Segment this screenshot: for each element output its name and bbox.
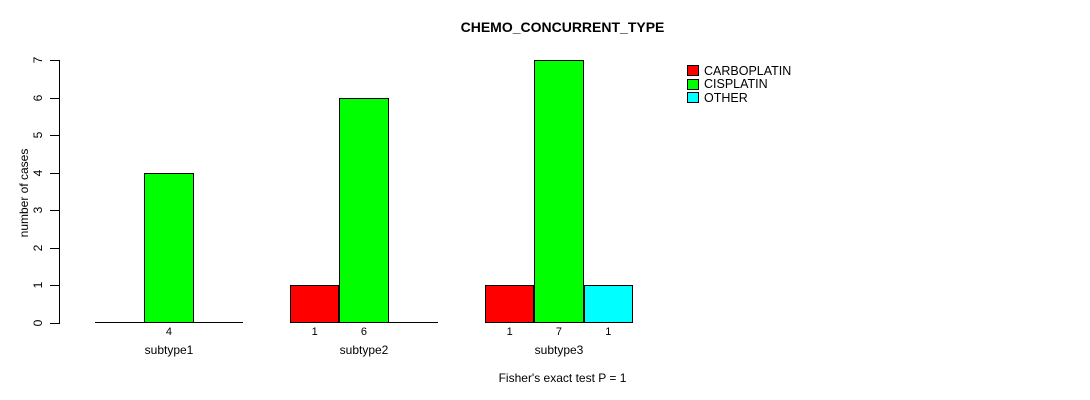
bar-slot: 1 (583, 60, 633, 338)
bar-carboplatin-subtype1 (95, 322, 145, 323)
bar-cisplatin-subtype2 (339, 97, 389, 323)
bar-value-label: 1 (311, 326, 318, 338)
bar-group-subtype3: 1 7 1 subtype3 (485, 60, 633, 357)
bar-slot: 7 (534, 60, 584, 338)
bar-value-label: 6 (360, 326, 368, 338)
y-tick (50, 210, 59, 212)
bar-carboplatin-subtype2 (290, 285, 340, 323)
bar-slot: 1 (485, 60, 535, 338)
bar-value-label: 7 (555, 326, 563, 338)
footnote: Fisher's exact test P = 1 (498, 371, 627, 385)
y-tick (50, 172, 59, 174)
legend-swatch-cisplatin-icon (687, 78, 699, 90)
legend-item-carboplatin: CARBOPLATIN (687, 64, 791, 78)
legend-swatch-carboplatin-icon (687, 65, 699, 77)
bar-other-subtype3 (583, 285, 633, 323)
bar-carboplatin-subtype3 (485, 285, 535, 323)
legend-swatch-other-icon (687, 92, 699, 104)
y-tick (50, 135, 59, 137)
bar-value-label: 1 (506, 326, 513, 338)
bar-value-label: 4 (165, 326, 173, 338)
bar-slot: 1 (290, 60, 340, 338)
bar-cisplatin-subtype3 (534, 60, 584, 323)
legend-item-other: OTHER (687, 91, 791, 105)
legend-label-carboplatin: CARBOPLATIN (704, 63, 792, 78)
y-tick (50, 285, 59, 287)
bar-cisplatin-subtype1 (144, 172, 194, 323)
x-category-label-subtype3: subtype3 (534, 343, 584, 357)
bar-group-subtype2: 1 6 subtype2 (290, 60, 438, 357)
y-tick (50, 60, 59, 61)
bar-slot (388, 60, 438, 323)
y-tick (50, 97, 59, 99)
legend-item-cisplatin: CISPLATIN (687, 77, 791, 92)
y-tick (50, 247, 59, 249)
bar-other-subtype2 (388, 322, 438, 323)
legend-label-other: OTHER (704, 90, 748, 105)
legend-label-cisplatin: CISPLATIN (704, 77, 768, 92)
x-category-label-subtype1: subtype1 (144, 343, 194, 357)
bar-group-subtype1: 4 subtype1 (95, 60, 243, 357)
chart-title: CHEMO_CONCURRENT_TYPE (460, 19, 665, 35)
y-axis-title: number of cases (17, 148, 31, 238)
bar-other-subtype1 (193, 322, 243, 323)
x-category-label-subtype2: subtype2 (339, 343, 389, 357)
legend: CARBOPLATIN CISPLATIN OTHER (687, 64, 791, 105)
y-axis-line (59, 60, 60, 324)
bar-slot: 6 (339, 60, 389, 338)
bar-slot: 4 (144, 60, 194, 338)
bar-slot (95, 60, 145, 323)
y-tick (50, 323, 59, 324)
bar-slot (193, 60, 243, 323)
bar-value-label: 1 (605, 326, 612, 338)
